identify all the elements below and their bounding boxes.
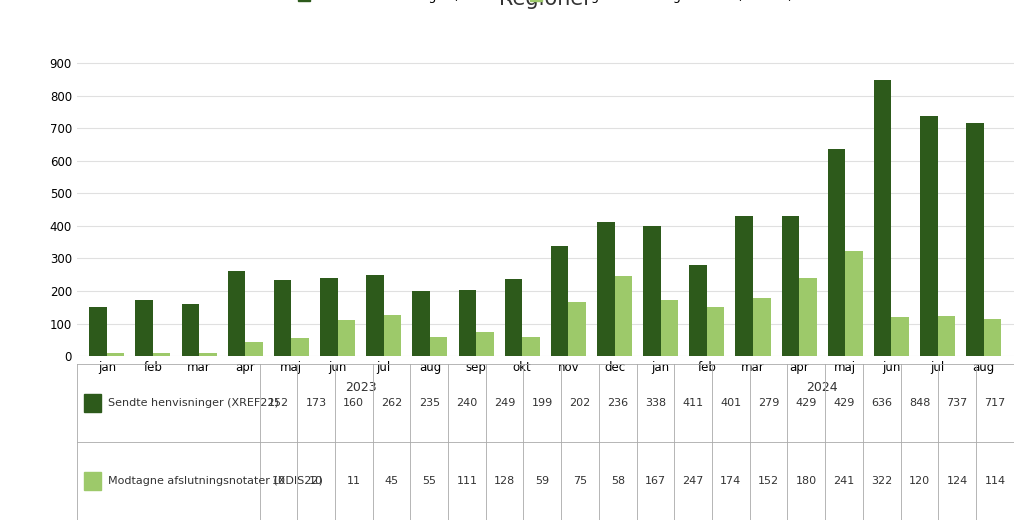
Bar: [505, 279, 522, 356]
Text: 152: 152: [758, 476, 779, 486]
Bar: [106, 353, 124, 356]
Bar: [568, 302, 586, 356]
Bar: [689, 265, 707, 356]
Bar: [413, 291, 430, 356]
Text: 124: 124: [946, 476, 968, 486]
Text: 10: 10: [271, 476, 286, 486]
Bar: [135, 300, 153, 356]
Text: 75: 75: [573, 476, 587, 486]
Text: 235: 235: [419, 398, 439, 408]
Text: 173: 173: [305, 398, 327, 408]
Bar: [660, 300, 678, 356]
Text: 411: 411: [683, 398, 703, 408]
Text: 848: 848: [908, 398, 930, 408]
Text: 262: 262: [381, 398, 402, 408]
Bar: [873, 80, 892, 356]
Text: 10: 10: [309, 476, 324, 486]
Bar: [799, 278, 817, 356]
Bar: [246, 342, 263, 356]
Text: 45: 45: [384, 476, 398, 486]
Text: 11: 11: [347, 476, 360, 486]
Text: 429: 429: [834, 398, 855, 408]
Text: 152: 152: [268, 398, 289, 408]
Text: 401: 401: [720, 398, 741, 408]
Bar: [89, 307, 106, 356]
Text: 338: 338: [645, 398, 666, 408]
FancyBboxPatch shape: [84, 394, 101, 412]
FancyBboxPatch shape: [84, 472, 101, 490]
Bar: [827, 149, 845, 356]
Bar: [845, 251, 863, 356]
Text: 236: 236: [607, 398, 629, 408]
Bar: [984, 319, 1001, 356]
Text: 128: 128: [494, 476, 515, 486]
Bar: [292, 339, 309, 356]
Bar: [551, 246, 568, 356]
Text: 59: 59: [536, 476, 550, 486]
Text: 120: 120: [909, 476, 930, 486]
Text: 247: 247: [683, 476, 703, 486]
Text: 322: 322: [871, 476, 892, 486]
Bar: [967, 123, 984, 356]
Text: 55: 55: [422, 476, 436, 486]
Text: 202: 202: [569, 398, 591, 408]
Bar: [273, 280, 292, 356]
Text: Sendte henvisninger (XREF22): Sendte henvisninger (XREF22): [109, 398, 280, 408]
Text: 737: 737: [946, 398, 968, 408]
Text: 2024: 2024: [807, 381, 838, 394]
Text: 58: 58: [610, 476, 625, 486]
Bar: [459, 290, 476, 356]
Bar: [753, 297, 770, 356]
Bar: [430, 337, 447, 356]
Bar: [181, 304, 199, 356]
Bar: [921, 116, 938, 356]
Bar: [367, 275, 384, 356]
Text: 180: 180: [796, 476, 817, 486]
Text: 111: 111: [457, 476, 477, 486]
Bar: [199, 353, 217, 356]
Bar: [735, 216, 753, 356]
Title: Regioner: Regioner: [499, 0, 592, 9]
Bar: [938, 316, 955, 356]
Text: 174: 174: [720, 476, 741, 486]
Text: 429: 429: [796, 398, 817, 408]
Text: 249: 249: [494, 398, 515, 408]
Bar: [522, 337, 540, 356]
Bar: [338, 320, 355, 356]
Text: Modtagne afslutningsnotater (XDIS22): Modtagne afslutningsnotater (XDIS22): [109, 476, 324, 486]
Bar: [476, 332, 494, 356]
Bar: [227, 271, 246, 356]
Text: 160: 160: [343, 398, 365, 408]
Bar: [153, 353, 170, 356]
Text: 167: 167: [645, 476, 666, 486]
Bar: [707, 307, 724, 356]
Bar: [321, 278, 338, 356]
Bar: [597, 223, 614, 356]
Text: 279: 279: [758, 398, 779, 408]
Text: 636: 636: [871, 398, 892, 408]
Text: 114: 114: [984, 476, 1006, 486]
Bar: [384, 315, 401, 356]
Text: 241: 241: [834, 476, 855, 486]
Legend: Sendte henvisninger (XREF22), Modtagne afslutningsnotater (XDIS22): Sendte henvisninger (XREF22), Modtagne a…: [293, 0, 798, 8]
Bar: [614, 276, 632, 356]
Bar: [781, 216, 799, 356]
Text: 240: 240: [457, 398, 477, 408]
Bar: [892, 317, 909, 356]
Text: 199: 199: [531, 398, 553, 408]
Bar: [643, 226, 660, 356]
Text: 717: 717: [984, 398, 1006, 408]
Text: 2023: 2023: [345, 381, 377, 394]
